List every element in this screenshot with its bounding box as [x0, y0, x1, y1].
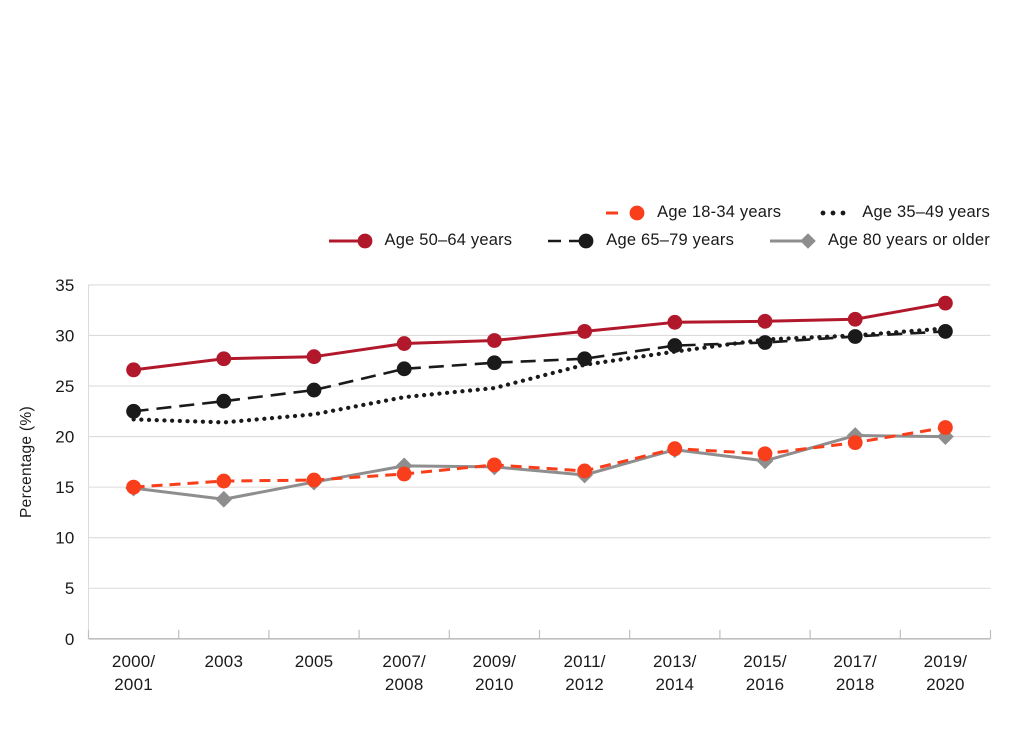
- y-tick-label: 30: [55, 326, 74, 345]
- data-point-circle: [938, 295, 953, 311]
- legend-marker: [328, 233, 372, 248]
- data-point-circle: [487, 355, 502, 371]
- x-tick-label: 2010: [475, 675, 514, 694]
- data-point-circle: [216, 351, 232, 367]
- chart-legend: Age 18-34 years Age 35–49 years Age 50–64 …: [328, 203, 991, 250]
- data-point-circle: [306, 382, 322, 398]
- x-tick-label: 2007/: [382, 652, 426, 671]
- legend-row: Age 50–64 years Age 65–79 years Age 80 yea…: [328, 231, 991, 250]
- data-point-circle: [667, 441, 683, 457]
- data-point-circle: [757, 446, 773, 462]
- legend-label: Age 80 years or older: [828, 231, 990, 249]
- y-tick-label: 0: [65, 630, 75, 649]
- data-point-circle: [577, 463, 592, 479]
- data-point-circle: [487, 333, 502, 348]
- legend-item: Age 18-34 years: [606, 203, 781, 222]
- data-point-circle: [306, 349, 322, 365]
- y-tick-label: 25: [55, 377, 74, 396]
- data-point-circle: [126, 479, 141, 495]
- data-point-circle: [938, 420, 953, 435]
- data-point-circle: [577, 324, 592, 339]
- series-line: [133, 301, 946, 372]
- data-point-circle: [847, 435, 863, 451]
- x-tick-label: 2012: [565, 675, 604, 694]
- legend-item: Age 50–64 years: [328, 231, 513, 250]
- legend-item: Age 35–49 years: [817, 203, 990, 222]
- legend-label: Age 35–49 years: [862, 203, 990, 221]
- y-tick-label: 15: [55, 478, 74, 497]
- legend-marker: [548, 233, 594, 248]
- legend-marker: [606, 205, 645, 220]
- series-line: [133, 330, 946, 413]
- x-tick-label: 2013/: [653, 652, 697, 671]
- x-tick-label: 2019/: [924, 652, 968, 671]
- legend-label: Age 18-34 years: [657, 203, 782, 221]
- data-point-circle: [126, 403, 141, 419]
- x-tick-label: 2016: [746, 675, 785, 694]
- legend-row: Age 18-34 years Age 35–49 years: [606, 203, 990, 222]
- series-line: [131, 326, 948, 425]
- x-tick-label: 2005: [295, 652, 334, 671]
- x-tick-label: 2001: [114, 675, 153, 694]
- data-point-circle: [667, 314, 683, 330]
- y-tick-label: 35: [55, 276, 74, 295]
- data-point-circle: [396, 361, 412, 377]
- x-tick-label: 2008: [385, 675, 424, 694]
- y-tick-label: 20: [55, 428, 74, 447]
- data-point-circle: [577, 351, 592, 367]
- x-tick-label: 2018: [836, 675, 875, 694]
- data-point-circle: [216, 393, 232, 409]
- data-point-circle: [126, 362, 141, 378]
- data-point-circle: [487, 457, 502, 473]
- legend-label: Age 50–64 years: [384, 231, 513, 249]
- x-tick-label: 2015/: [743, 652, 787, 671]
- legend-item: Age 80 years or older: [770, 231, 990, 250]
- x-tick-label: 2011/: [563, 652, 605, 671]
- data-point-circle: [667, 338, 683, 353]
- x-tick-label: 2014: [655, 675, 694, 694]
- x-tick-label: 2000/: [112, 652, 156, 671]
- data-point-circle: [847, 311, 863, 327]
- series-line: [133, 434, 946, 501]
- y-tick-label: 10: [55, 529, 74, 548]
- data-point-circle: [938, 324, 953, 339]
- x-tick-label: 2020: [926, 675, 965, 694]
- data-point-diamond: [215, 490, 233, 508]
- data-point-circle: [757, 313, 773, 329]
- data-point-circle: [216, 473, 232, 489]
- x-tick-label: 2017/: [833, 652, 877, 671]
- legend-item: Age 65–79 years: [548, 231, 734, 250]
- data-point-circle: [757, 335, 773, 350]
- x-tick-label: 2003: [204, 652, 243, 671]
- legend-label: Age 65–79 years: [606, 231, 735, 249]
- legend-marker: [820, 210, 846, 215]
- data-point-circle: [396, 336, 412, 351]
- data-point-circle: [847, 329, 863, 344]
- series-line: [133, 425, 946, 489]
- legend-marker: [770, 232, 816, 249]
- x-tick-label: 2009/: [473, 652, 517, 671]
- data-point-circle: [396, 466, 412, 482]
- data-point-circle: [306, 472, 322, 488]
- y-tick-label: 5: [65, 579, 75, 598]
